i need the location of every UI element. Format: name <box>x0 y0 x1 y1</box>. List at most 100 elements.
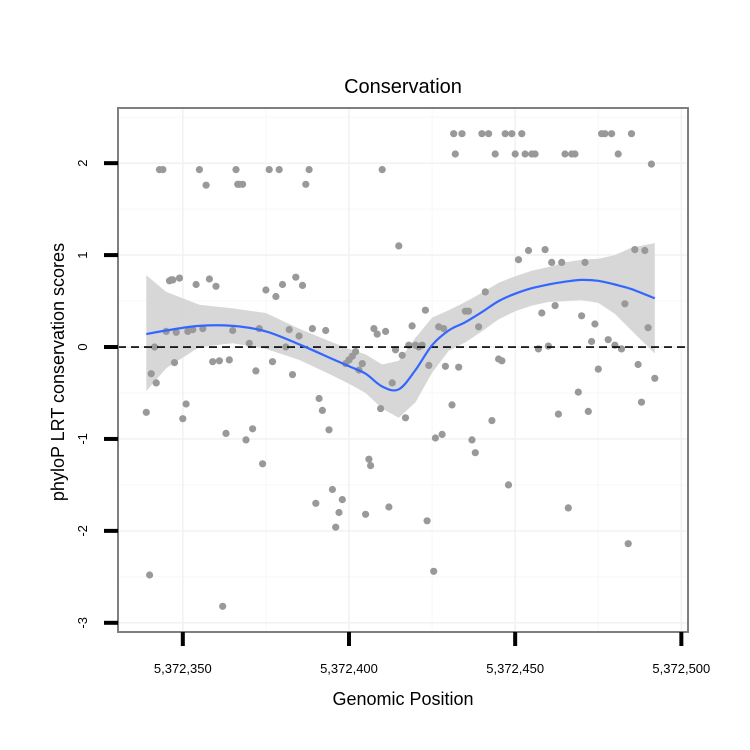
y-tick-label: 0 <box>75 343 90 350</box>
data-point <box>328 485 336 494</box>
data-point <box>305 166 313 174</box>
data-point <box>548 258 556 266</box>
data-point <box>491 150 499 158</box>
data-point <box>571 150 579 158</box>
data-point <box>465 307 473 315</box>
data-point <box>451 150 459 158</box>
data-point <box>395 242 403 250</box>
data-point <box>511 150 519 158</box>
data-point <box>644 324 652 332</box>
data-point <box>584 407 592 415</box>
data-point <box>408 322 416 330</box>
data-point <box>292 273 300 281</box>
grid-lines <box>118 108 688 632</box>
y-axis-ticks: -3 -2 -1 0 1 2 <box>75 160 118 629</box>
data-point <box>514 256 523 264</box>
data-point <box>295 332 303 340</box>
data-point <box>521 150 529 158</box>
data-point <box>219 602 227 610</box>
data-point <box>423 517 431 525</box>
data-point <box>370 325 378 333</box>
smooth-fit-line <box>146 278 656 392</box>
data-point <box>182 400 190 408</box>
data-point <box>651 374 659 382</box>
data-point <box>308 325 316 333</box>
data-point <box>558 258 566 266</box>
x-tick-label: 5,372,350 <box>154 661 212 676</box>
data-point <box>631 246 639 254</box>
x-axis-label: Genomic Position <box>332 689 473 709</box>
x-tick-label: 5,372,400 <box>320 661 378 676</box>
data-point <box>594 365 602 373</box>
data-point <box>298 281 307 289</box>
confidence-ribbon <box>146 243 655 418</box>
data-point <box>142 408 150 416</box>
data-point <box>391 346 400 354</box>
data-point <box>242 436 250 444</box>
data-point <box>398 351 406 359</box>
data-point <box>202 181 210 189</box>
data-point <box>501 130 509 138</box>
x-tick-label: 5,372,450 <box>486 661 544 676</box>
data-point <box>147 370 155 378</box>
data-point <box>378 166 386 174</box>
data-point <box>544 342 553 350</box>
data-point <box>614 150 622 158</box>
data-point <box>508 130 516 138</box>
data-point <box>312 499 320 507</box>
data-point <box>425 361 433 369</box>
data-point <box>288 371 297 379</box>
data-point <box>641 246 649 255</box>
data-point <box>647 160 656 168</box>
data-point <box>373 330 381 338</box>
data-point <box>455 363 463 371</box>
y-tick-label: -2 <box>75 525 90 537</box>
data-point <box>215 357 223 365</box>
data-point <box>302 180 310 188</box>
data-point <box>637 398 646 406</box>
data-point <box>209 358 217 366</box>
data-point <box>352 348 360 356</box>
data-point <box>401 414 410 422</box>
data-point <box>518 130 526 138</box>
data-point <box>175 274 184 282</box>
data-point <box>335 508 343 517</box>
data-point <box>245 339 253 347</box>
data-point <box>601 130 609 138</box>
data-point <box>285 326 293 334</box>
data-point <box>315 394 323 403</box>
data-point <box>621 300 629 308</box>
data-point <box>440 325 448 333</box>
data-point <box>478 130 486 138</box>
x-tick-label: 5,372,500 <box>652 661 710 676</box>
data-point <box>541 246 549 254</box>
data-point <box>225 356 233 364</box>
data-point <box>441 362 449 370</box>
data-point <box>524 246 533 255</box>
x-axis-ticks: 5,372,350 5,372,400 5,372,450 5,372,500 <box>154 632 710 676</box>
data-point <box>554 410 563 418</box>
data-point <box>624 540 632 548</box>
data-point <box>475 323 483 331</box>
data-point <box>262 286 270 294</box>
data-point <box>362 510 370 518</box>
data-point <box>367 462 375 470</box>
data-point <box>275 166 283 174</box>
data-point <box>205 275 213 283</box>
data-point <box>159 166 167 174</box>
data-point <box>318 406 326 414</box>
data-point <box>608 130 616 138</box>
data-point <box>252 367 260 375</box>
data-point <box>382 327 390 335</box>
data-point <box>232 166 240 174</box>
data-point <box>358 360 366 368</box>
data-point <box>192 280 200 289</box>
data-point <box>282 343 290 351</box>
data-point <box>179 415 187 423</box>
data-point <box>268 358 277 366</box>
chart-title: Conservation <box>344 76 462 98</box>
data-point <box>239 180 247 188</box>
y-tick-label: 1 <box>75 251 90 258</box>
data-point <box>169 276 177 284</box>
